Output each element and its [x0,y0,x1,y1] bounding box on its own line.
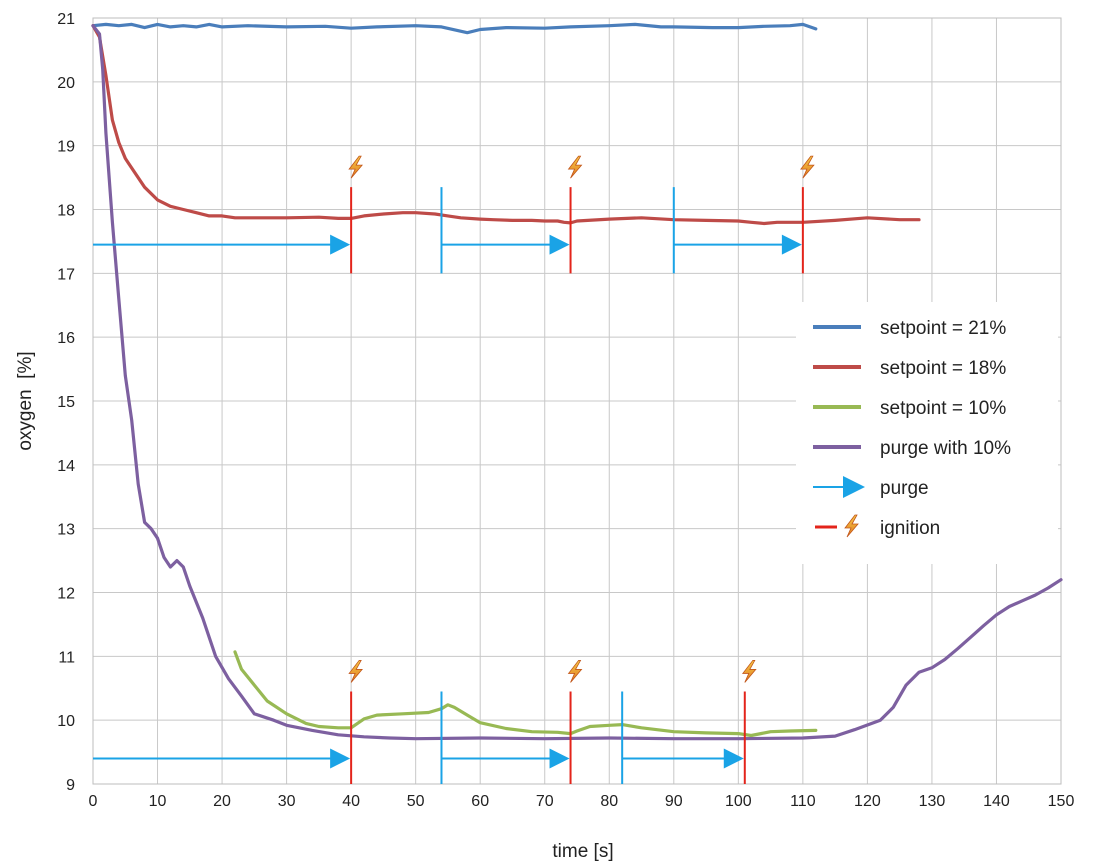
x-tick-label: 120 [854,793,881,810]
series-line-1 [91,22,818,35]
legend-box [796,302,1058,564]
axis-ticks: 0 10 20 30 40 50 60 70 80 90 100 110 120 130 140 150 9 10… [57,11,1074,810]
y-tick-label: 9 [66,777,75,794]
purge-arrow [672,187,802,274]
lightning-icon [567,155,583,179]
lightning-icon [348,660,363,683]
y-tick-label: 14 [57,458,75,475]
bolt-shape [348,660,363,683]
x-tick-label: 30 [278,793,296,810]
y-tick-label: 18 [57,203,75,220]
y-tick-label: 16 [57,330,75,347]
lightning-icon [348,155,363,179]
y-tick-label: 12 [57,586,75,603]
x-tick-label: 110 [790,793,816,810]
legend: setpoint = 21% setpoint = 18% setpoint = 1… [796,302,1058,564]
lightning-icon [800,155,815,179]
x-axis-title: time [s] [552,841,613,862]
purge-arrow-head [549,234,570,255]
purge-arrow-head [330,234,351,255]
legend-item: setpoint = 21% [813,318,1006,339]
purge-arrow [93,234,351,255]
legend-label: ignition [880,518,940,539]
purge-arrow [621,691,744,784]
legend-item: setpoint = 18% [813,358,1006,379]
bolt-shape [844,514,859,538]
x-tick-label: 70 [536,793,554,810]
purge-arrow-head [723,748,744,769]
x-tick-label: 20 [213,793,231,810]
arrow-icon [843,476,865,498]
plot-area-border [92,17,1062,785]
lightning-icon [567,660,583,683]
bolt-shape [348,155,363,179]
x-tick-label: 10 [149,793,167,810]
y-axis-title: oxygen [%] [15,351,36,450]
purge-arrow-head [781,234,802,255]
legend-item: ignition [815,514,940,539]
bolt-shape [800,155,815,179]
ignition-marker [567,660,583,784]
purge-arrow [440,187,570,274]
x-tick-label: 60 [471,793,489,810]
bolt-shape [741,660,757,683]
legend-label: purge [880,478,929,499]
x-tick-label: 50 [407,793,425,810]
y-tick-label: 17 [57,266,75,283]
legend-label: setpoint = 18% [880,358,1006,379]
purge-arrow [93,748,351,769]
y-tick-label: 21 [57,11,75,28]
x-tick-label: 130 [919,793,946,810]
x-tick-label: 0 [89,793,98,810]
legend-label: setpoint = 21% [880,318,1006,339]
ignition-marker [348,155,363,274]
x-tick-label: 40 [342,793,360,810]
legend-label: purge with 10% [880,438,1011,459]
lightning-icon [844,514,859,538]
ignition-marker [348,660,363,784]
bolt-shape [567,660,583,683]
y-tick-label: 20 [57,75,75,92]
legend-item: setpoint = 10% [813,398,1006,419]
y-tick-label: 15 [57,394,75,411]
x-tick-label: 90 [665,793,683,810]
ignition-marker [800,155,815,274]
y-tick-label: 11 [58,649,75,666]
purge-and-ignition-markers [93,155,815,784]
legend-label: setpoint = 10% [880,398,1006,419]
y-tick-label: 19 [57,139,75,156]
ignition-marker [567,155,583,274]
y-tick-label: 13 [57,522,75,539]
x-tick-label: 140 [983,793,1010,810]
y-tick-label: 10 [57,713,75,730]
legend-item: purge [813,476,929,499]
ignition-marker [741,660,757,784]
series-line-3 [233,650,818,738]
series-line-2 [91,24,921,226]
purge-arrow-head [330,748,351,769]
legend-item: purge with 10% [813,438,1011,459]
x-tick-label: 80 [600,793,618,810]
purge-arrow-head [549,748,570,769]
lightning-icon [741,660,757,683]
x-tick-label: 150 [1048,793,1075,810]
bolt-shape [567,155,583,179]
x-tick-label: 100 [725,793,752,810]
purge-arrow [440,691,570,784]
